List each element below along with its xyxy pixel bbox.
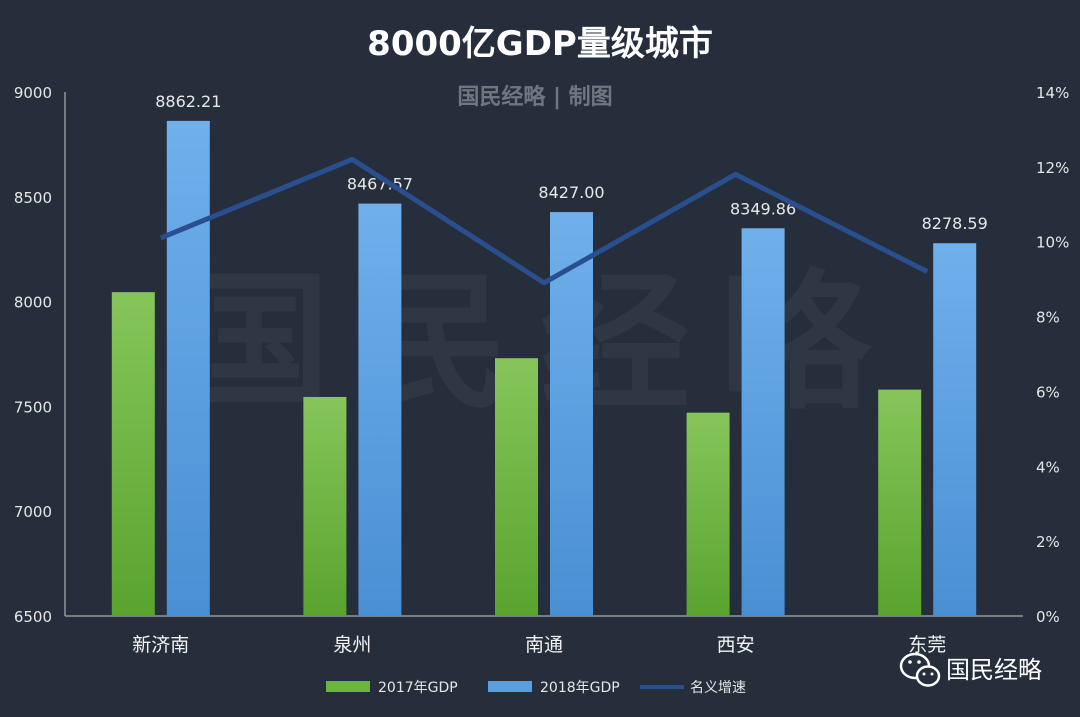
bar-2017 [111, 292, 155, 616]
category-label: 新济南 [132, 634, 189, 656]
wechat-icon [899, 652, 941, 687]
data-label-2018: 8349.86 [730, 199, 796, 218]
bar-2018 [741, 228, 785, 616]
category-label: 泉州 [333, 634, 371, 656]
bar-2017 [303, 396, 347, 616]
bar-2017 [686, 412, 730, 616]
bar-2017 [495, 358, 538, 616]
left-tick-labels: 6500 7000 7500 8000 8500 9000 [14, 84, 52, 626]
footer-brand: 国民经略 [899, 652, 1042, 687]
right-tick-label: 8% [1036, 309, 1060, 327]
bar-2017 [878, 389, 922, 616]
data-label-2018: 8278.59 [922, 214, 988, 233]
data-label-2018: 8427.00 [538, 183, 604, 202]
right-tick-label: 4% [1036, 458, 1060, 476]
left-tick-label: 7500 [14, 398, 52, 416]
chart-title: 8000亿GDP量级城市 [367, 24, 713, 64]
right-tick-label: 0% [1036, 608, 1060, 626]
right-tick-label: 10% [1036, 234, 1069, 252]
legend-label-2018: 2018年GDP [540, 680, 620, 696]
bar-2018 [166, 120, 210, 616]
legend-swatch-2018 [488, 681, 532, 692]
right-tick-labels: 0% 2% 4% 6% 8% 10% 12% 14% [1036, 84, 1069, 626]
legend-swatch-2017 [326, 681, 370, 692]
right-tick-label: 14% [1036, 84, 1069, 102]
bar-marks [111, 120, 977, 617]
category-label: 西安 [717, 634, 755, 656]
data-label-2018: 8862.21 [155, 92, 221, 111]
category-label: 南通 [525, 634, 563, 656]
right-tick-label: 6% [1036, 383, 1060, 401]
bar-2018 [550, 212, 593, 616]
bar-2018 [358, 203, 402, 616]
category-label: 东莞 [908, 634, 946, 656]
credit-text: 国民经略 | 制图 [457, 84, 612, 110]
legend-label-2017: 2017年GDP [378, 680, 458, 696]
growth-line [159, 156, 929, 286]
legend: 2017年GDP 2018年GDP 名义增速 [326, 680, 746, 696]
left-tick-label: 8500 [14, 189, 52, 207]
bar-2018 [933, 243, 977, 617]
right-tick-label: 12% [1036, 159, 1069, 177]
footer-brand-name: 国民经略 [946, 656, 1042, 684]
left-tick-label: 8000 [14, 294, 52, 312]
legend-label-growth: 名义增速 [690, 680, 746, 696]
category-labels: 新济南 泉州 南通 西安 东莞 [132, 634, 946, 656]
right-tick-label: 2% [1036, 533, 1060, 551]
left-tick-label: 6500 [14, 608, 52, 626]
left-tick-label: 9000 [14, 84, 52, 102]
left-tick-label: 7000 [14, 503, 52, 521]
